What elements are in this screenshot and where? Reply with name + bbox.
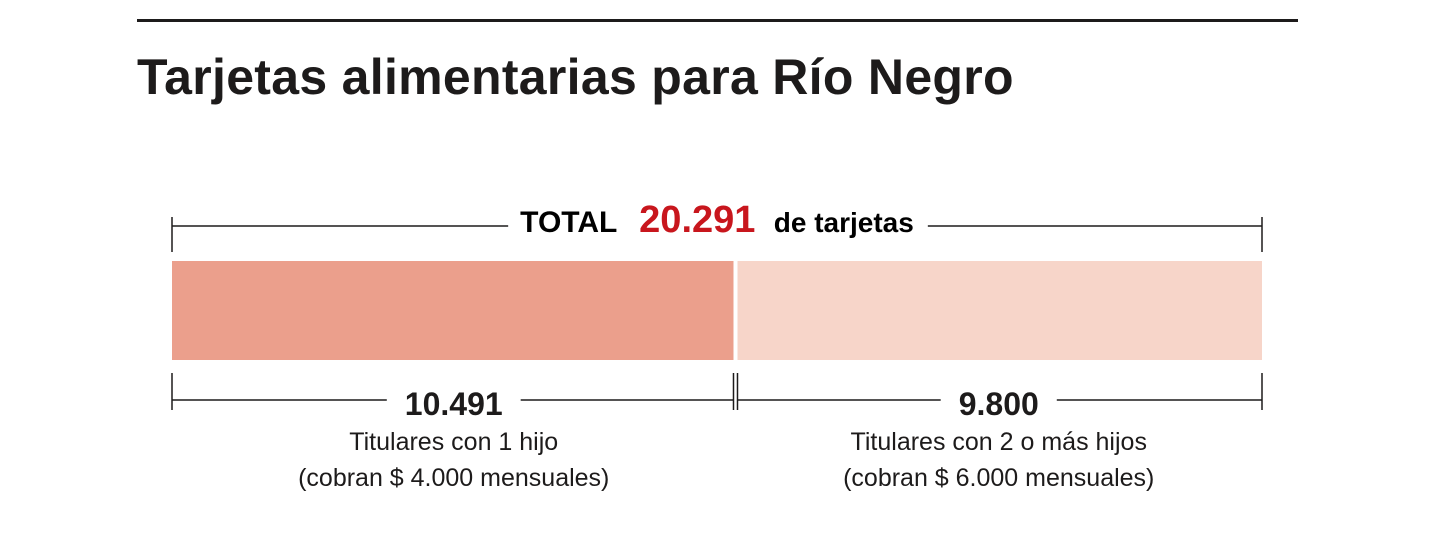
chart-title: Tarjetas alimentarias para Río Negro [137, 49, 1014, 105]
category-label: Titulares con 2 o más hijos [851, 428, 1147, 456]
total-prefix: TOTAL [520, 206, 617, 239]
category-sublabel: (cobran $ 6.000 mensuales) [843, 464, 1154, 492]
category-sublabel: (cobran $ 4.000 mensuales) [298, 464, 609, 492]
top-rule [137, 19, 1298, 22]
total-suffix: de tarjetas [774, 207, 914, 238]
category-label: Titulares con 1 hijo [349, 428, 558, 456]
value-label: 10.491 [405, 386, 503, 422]
bar-segment-2 [737, 261, 1262, 360]
total-value: 20.291 [639, 199, 755, 241]
bar-segment-1 [172, 261, 734, 360]
total-label: TOTAL 20.291 de tarjetas [520, 199, 914, 241]
value-label: 9.800 [959, 386, 1039, 422]
total-bracket [171, 217, 1263, 252]
